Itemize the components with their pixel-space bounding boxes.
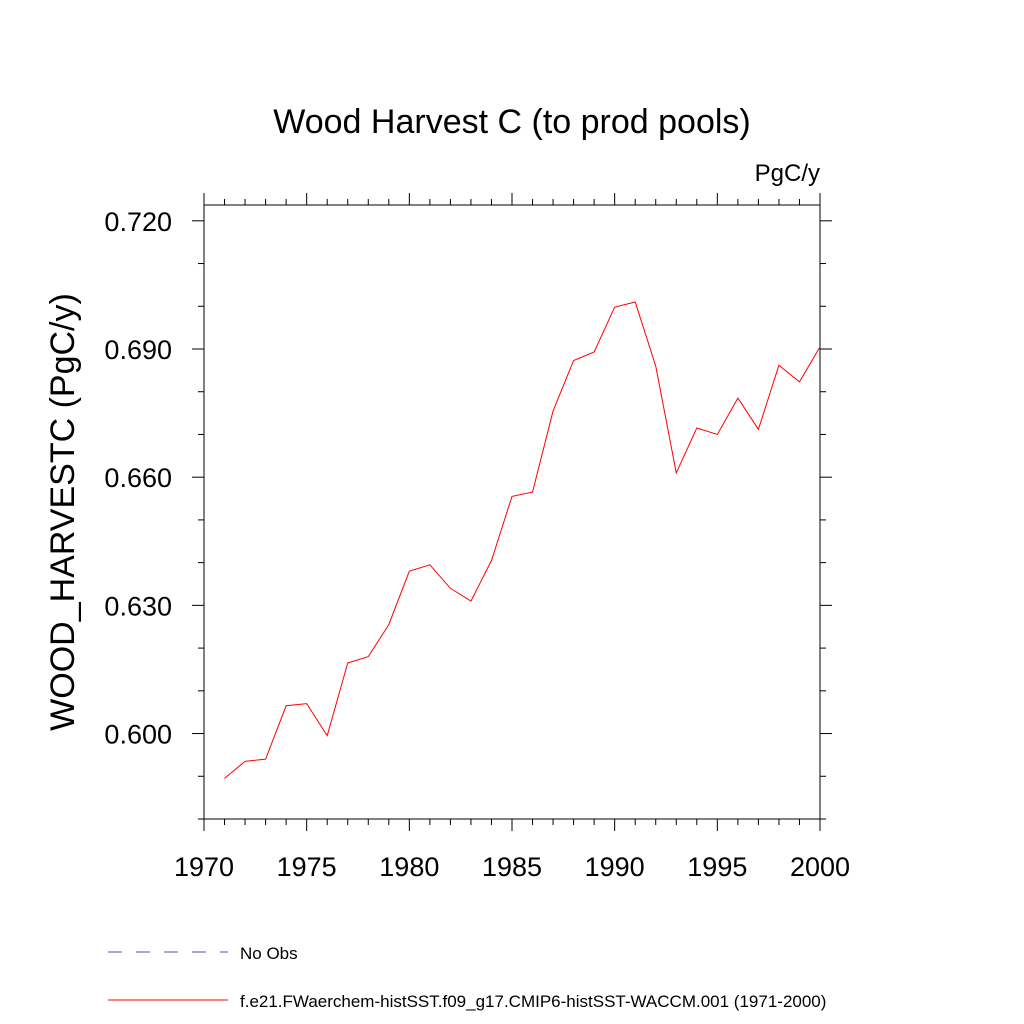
x-tick-label-0: 1970 [174, 852, 234, 882]
x-tick-label-1: 1975 [277, 852, 337, 882]
x-tick-label-6: 2000 [790, 852, 850, 882]
legend-label-1: f.e21.FWaerchem-histSST.f09_g17.CMIP6-hi… [240, 992, 826, 1011]
x-tick-label-2: 1980 [379, 852, 439, 882]
y-tick-label-0: 0.600 [104, 720, 172, 750]
axis-ticks [192, 193, 832, 831]
plot-frame [203, 204, 821, 820]
units-label: PgC/y [755, 160, 820, 187]
x-tick-labels: 1970 1975 1980 1985 1990 1995 2000 [174, 852, 850, 882]
legend-label-0: No Obs [240, 944, 298, 963]
chart-title: Wood Harvest C (to prod pools) [273, 103, 750, 141]
series-line-0 [224, 301, 821, 779]
y-tick-label-4: 0.720 [104, 207, 172, 237]
y-tick-labels: 0.600 0.630 0.660 0.690 0.720 [104, 207, 172, 750]
y-tick-label-1: 0.630 [104, 591, 172, 621]
x-tick-label-3: 1985 [482, 852, 542, 882]
x-tick-label-4: 1990 [585, 852, 645, 882]
y-tick-label-3: 0.690 [104, 335, 172, 365]
y-axis-label: WOOD_HARVESTC (PgC/y) [44, 293, 82, 731]
x-tick-label-5: 1995 [687, 852, 747, 882]
y-tick-label-2: 0.660 [104, 463, 172, 493]
series-lines [224, 301, 821, 779]
legend: No Obs f.e21.FWaerchem-histSST.f09_g17.CM… [108, 944, 826, 1011]
